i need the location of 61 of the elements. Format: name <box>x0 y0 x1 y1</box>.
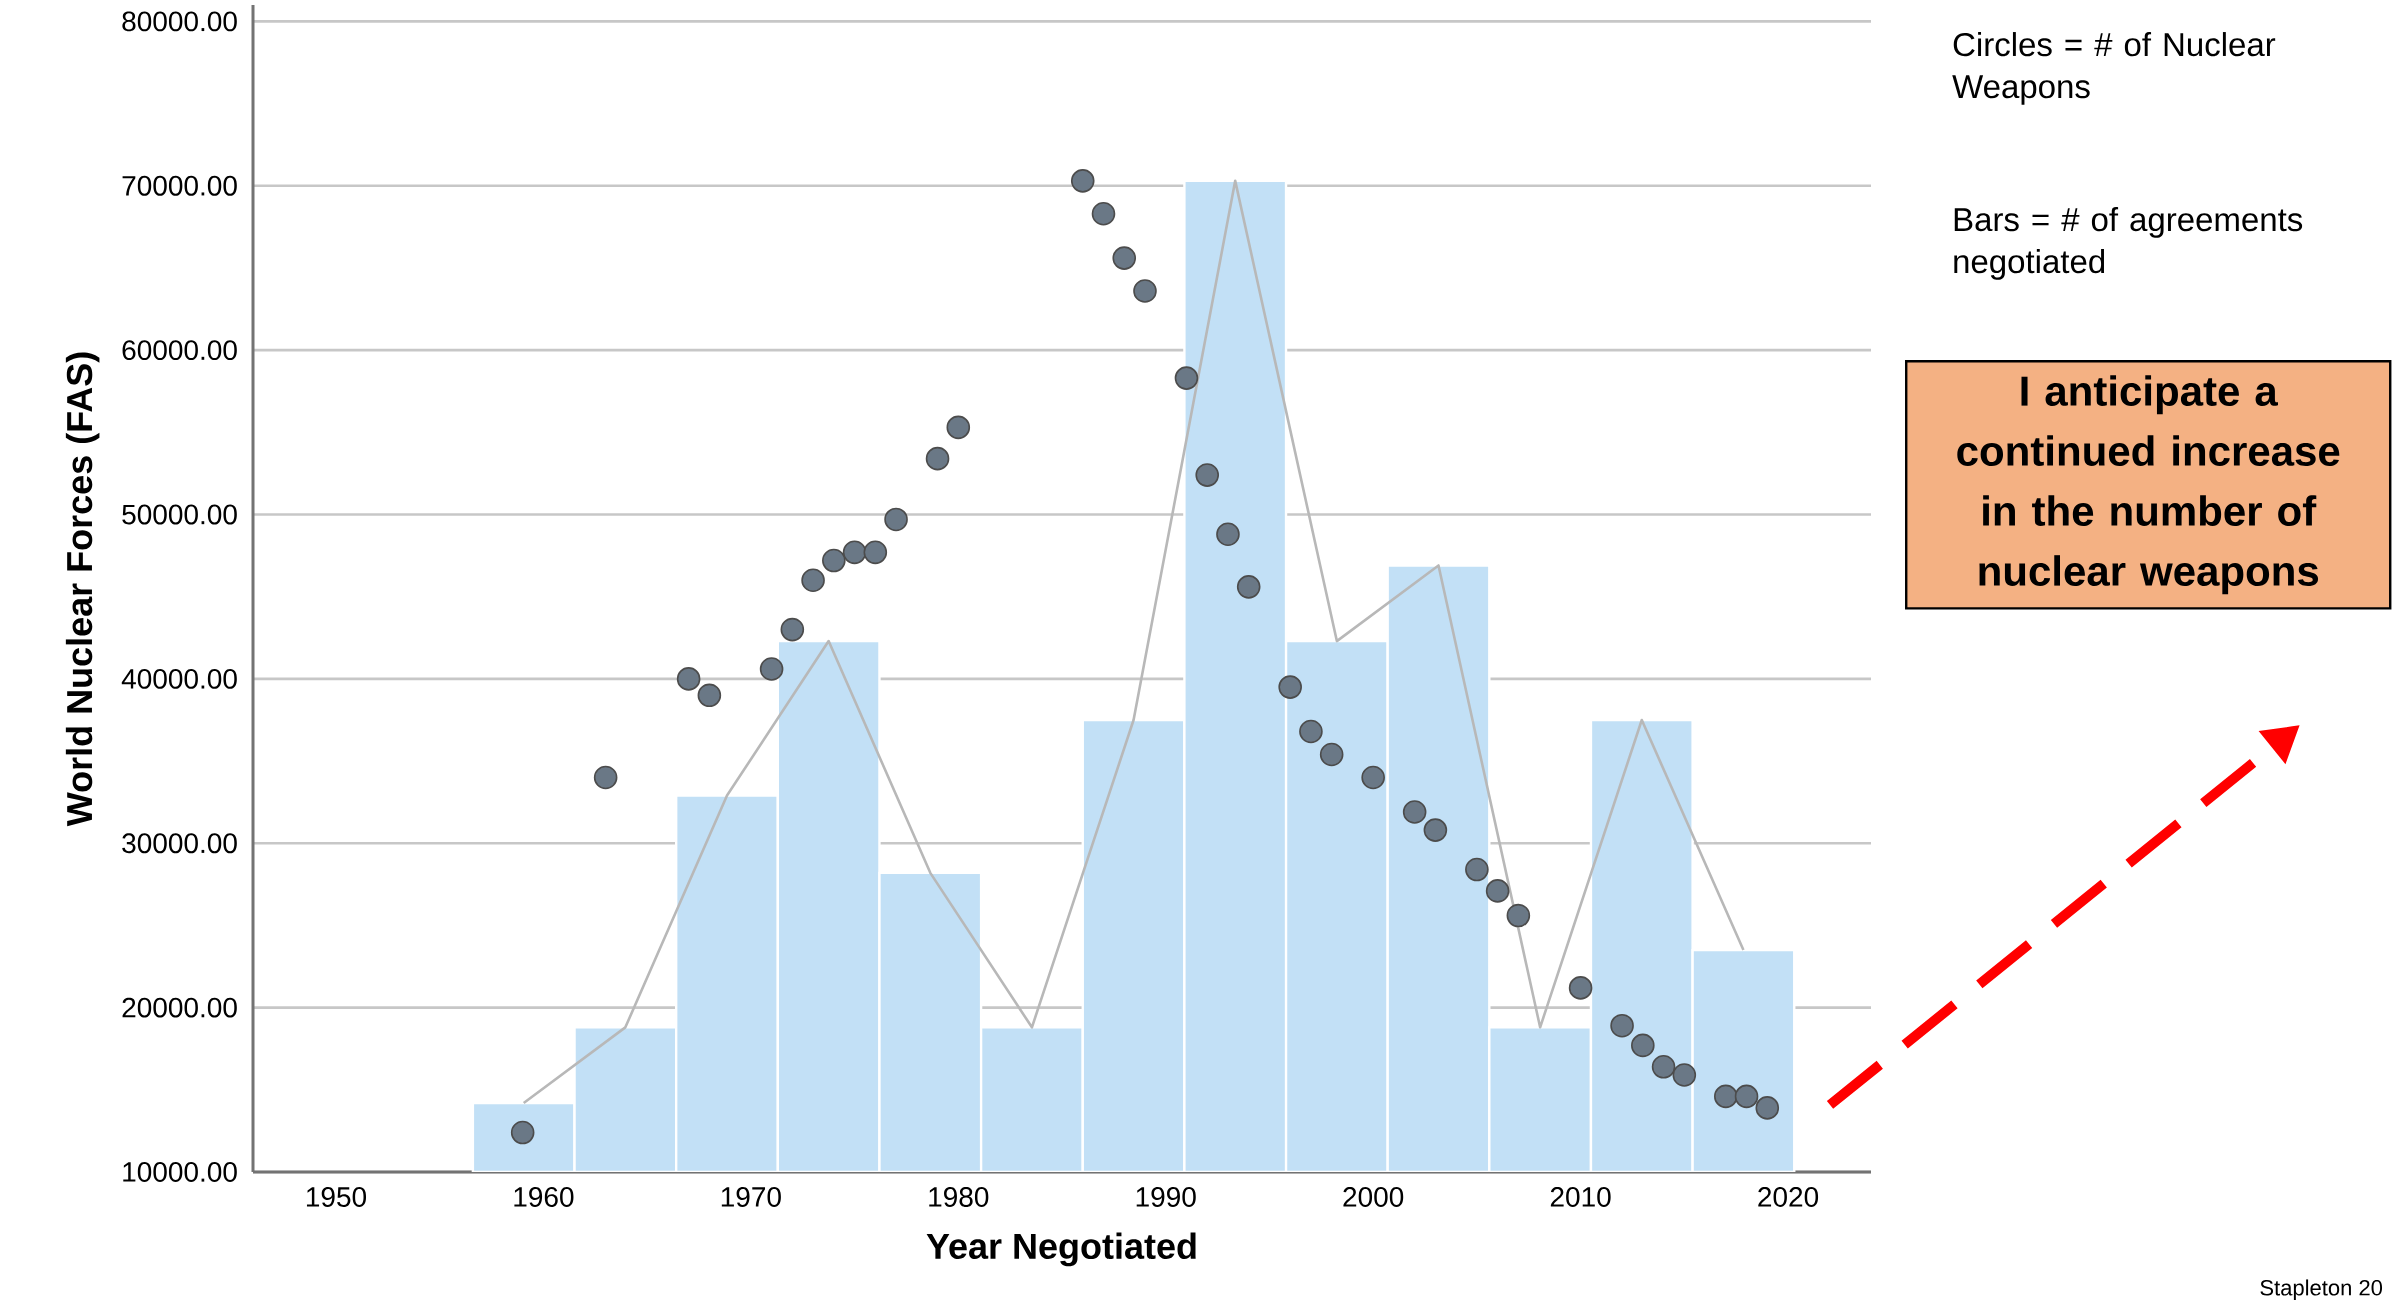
point <box>1672 1063 1697 1087</box>
point <box>1319 742 1344 767</box>
y-tick-label: 10000.00 <box>123 1162 237 1182</box>
point <box>1402 800 1427 824</box>
text: Stapleton 20 <box>2260 1279 2383 1300</box>
y-tick-label: 20000.00 <box>122 997 237 1018</box>
point <box>1651 1054 1676 1079</box>
text: Circles = # of Nuclear Weapons <box>1952 32 2276 105</box>
x-tick-label: 1950 <box>306 1187 367 1207</box>
point <box>780 617 805 642</box>
y-tick-label: 80000.00 <box>122 11 237 32</box>
point <box>946 415 971 440</box>
point <box>1236 575 1261 599</box>
point <box>593 765 618 790</box>
point <box>1174 366 1199 390</box>
text: I anticipate a continued increase in the number of nuclear weapons <box>1957 375 2340 595</box>
point <box>925 446 950 471</box>
x-tick-label: 1990 <box>1136 1187 1196 1207</box>
y-tick-label: 30000.00 <box>122 833 237 854</box>
x-tick-label: 2000 <box>1343 1187 1404 1207</box>
point <box>1091 201 1116 226</box>
x-tick-label: 1980 <box>929 1187 989 1207</box>
point <box>697 683 722 708</box>
x-axis-title: Year Negotiated <box>926 1232 1196 1267</box>
point <box>1070 169 1095 193</box>
point <box>510 1120 535 1145</box>
line-series <box>522 179 1745 1105</box>
point <box>863 540 888 565</box>
x-tick-label: 1970 <box>721 1187 781 1207</box>
y-axis-title: World Nuclear Forces (FAS) <box>65 352 100 827</box>
x-tick-label: 1960 <box>514 1187 574 1207</box>
point <box>1631 1033 1655 1058</box>
x-tick-label: 2010 <box>1550 1187 1611 1207</box>
point <box>1216 522 1240 547</box>
point <box>842 540 867 565</box>
point <box>1714 1084 1738 1109</box>
point <box>1423 818 1448 842</box>
x-tick-label: 2020 <box>1758 1187 1819 1207</box>
text: Bars = # of agreements negotiated <box>1954 207 2303 280</box>
y-tick-label: 40000.00 <box>121 668 237 689</box>
point <box>801 568 825 593</box>
y-tick-label: 70000.00 <box>122 175 237 196</box>
point <box>1112 246 1137 270</box>
point <box>822 548 846 573</box>
point <box>1278 675 1302 699</box>
point <box>1485 879 1510 903</box>
point <box>1465 857 1489 882</box>
point <box>1195 463 1220 487</box>
point <box>1299 719 1323 744</box>
point <box>1133 279 1157 303</box>
point <box>1568 976 1593 1000</box>
point <box>1610 1013 1634 1038</box>
point <box>1755 1096 1780 1120</box>
point <box>884 507 908 532</box>
point <box>759 657 784 681</box>
y-tick-label: 50000.00 <box>122 504 237 525</box>
point <box>676 667 701 691</box>
y-tick-label: 60000.00 <box>122 340 237 361</box>
point <box>1734 1084 1759 1109</box>
point <box>1506 903 1531 928</box>
point <box>1361 765 1385 790</box>
